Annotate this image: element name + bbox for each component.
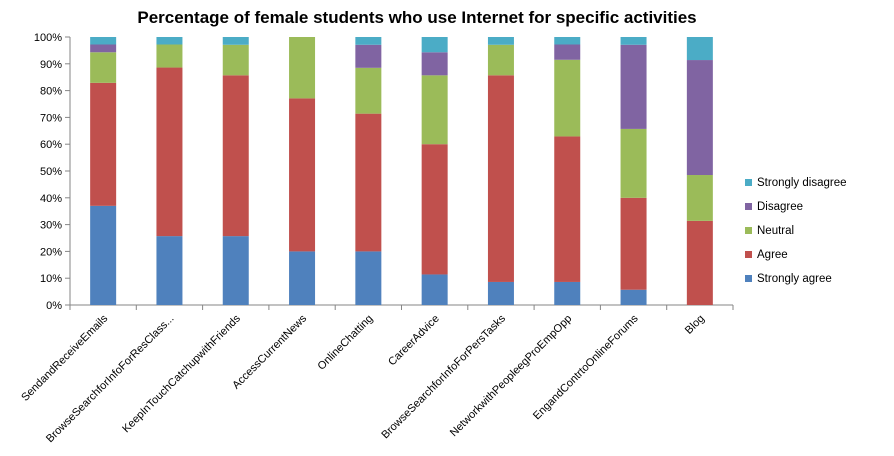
bar-segment-strongly-disagree bbox=[222, 37, 249, 45]
chart-title: Percentage of female students who use In… bbox=[137, 8, 696, 27]
bar-segment-strongly-disagree bbox=[90, 37, 117, 45]
bar-segment-neutral bbox=[289, 37, 316, 99]
y-tick-label: 0% bbox=[46, 300, 62, 312]
bar-segment-strongly-agree bbox=[421, 274, 448, 305]
bar-segment-neutral bbox=[355, 67, 382, 114]
y-tick-label: 20% bbox=[40, 246, 62, 258]
bar-segment-strongly-disagree bbox=[421, 37, 448, 53]
category-label: CareerAdvice bbox=[386, 313, 442, 369]
axis-layer: 0% 10% 20% 30% 40% 50% 60% 70% 80% 90% 100% bbox=[34, 32, 734, 312]
category-label: EngandContrtoOnlineForums bbox=[531, 312, 641, 422]
y-tick-label: 40% bbox=[40, 193, 62, 205]
bar-segment-disagree bbox=[90, 44, 117, 53]
bar-segment-agree bbox=[686, 220, 713, 305]
bar-segment-strongly-agree bbox=[487, 281, 514, 305]
bar-segment-disagree bbox=[355, 44, 382, 68]
category-label: BrowseSearchforInfoForResClass... bbox=[44, 313, 177, 446]
category-labels: SendandReceiveEmailsBrowseSearchforInfoF… bbox=[19, 312, 707, 445]
bar-segment-neutral bbox=[222, 44, 249, 76]
y-tick-label: 60% bbox=[40, 139, 62, 151]
bar-segment-agree bbox=[487, 75, 514, 282]
bar-segment-strongly-agree bbox=[620, 289, 647, 305]
legend-label: Strongly disagree bbox=[757, 177, 847, 189]
category-label: OnlineChatting bbox=[316, 313, 376, 373]
bar-segment-strongly-disagree bbox=[620, 37, 647, 45]
bar-segment-agree bbox=[222, 75, 249, 237]
bar-segment-strongly-disagree bbox=[554, 37, 581, 45]
bar-segment-strongly-disagree bbox=[686, 37, 713, 61]
bar-segment-disagree bbox=[620, 44, 647, 129]
bar-segment-strongly-agree bbox=[156, 236, 183, 305]
bar-segment-neutral bbox=[620, 128, 647, 198]
category-label: KeepInTouchCatchupwithFriends bbox=[120, 312, 243, 435]
bar-segment-neutral bbox=[156, 44, 183, 68]
bar-segment-disagree bbox=[554, 44, 581, 60]
category-label: Blog bbox=[683, 313, 707, 337]
bar-segment-strongly-agree bbox=[289, 251, 316, 305]
bar-layer bbox=[90, 37, 713, 305]
legend-label: Neutral bbox=[757, 225, 794, 237]
bar-segment-neutral bbox=[421, 75, 448, 145]
bar-segment-disagree bbox=[421, 52, 448, 76]
legend-swatch bbox=[745, 179, 752, 186]
bar-segment-neutral bbox=[90, 52, 117, 83]
bar-segment-agree bbox=[554, 136, 581, 282]
bar-segment-strongly-disagree bbox=[487, 37, 514, 45]
legend: Strongly disagree Disagree Neutral Agree Str… bbox=[745, 177, 847, 285]
y-tick-label: 100% bbox=[34, 32, 62, 44]
bar-segment-strongly-agree bbox=[554, 281, 581, 305]
bar-segment-agree bbox=[620, 197, 647, 290]
bar-segment-strongly-disagree bbox=[156, 37, 183, 45]
bar-segment-strongly-disagree bbox=[355, 37, 382, 45]
y-tick-label: 90% bbox=[40, 59, 62, 71]
legend-swatch bbox=[745, 227, 752, 234]
y-tick-label: 10% bbox=[40, 273, 62, 285]
category-label: AccessCurrentNews bbox=[230, 312, 309, 391]
legend-label: Disagree bbox=[757, 201, 803, 213]
legend-swatch bbox=[745, 251, 752, 258]
bar-segment-agree bbox=[421, 144, 448, 275]
y-tick-label: 70% bbox=[40, 112, 62, 124]
y-tick-label: 50% bbox=[40, 166, 62, 178]
bar-segment-agree bbox=[156, 67, 183, 237]
bar-segment-strongly-agree bbox=[355, 251, 382, 305]
y-tick-label: 80% bbox=[40, 86, 62, 98]
bar-segment-strongly-agree bbox=[222, 236, 249, 305]
legend-label: Agree bbox=[757, 249, 788, 261]
bar-segment-agree bbox=[90, 82, 117, 206]
bar-segment-strongly-agree bbox=[90, 205, 117, 305]
category-label: NetworkwithPeopleegProEmpOpp bbox=[448, 313, 575, 440]
bar-segment-agree bbox=[355, 113, 382, 252]
legend-swatch bbox=[745, 275, 752, 282]
bar-segment-disagree bbox=[686, 60, 713, 176]
legend-swatch bbox=[745, 203, 752, 210]
bar-segment-neutral bbox=[487, 44, 514, 76]
y-tick-label: 30% bbox=[40, 220, 62, 232]
bar-segment-agree bbox=[289, 98, 316, 252]
category-label: BrowseSearchforInfoForPersTasks bbox=[379, 312, 508, 441]
legend-label: Strongly agree bbox=[757, 273, 832, 285]
bar-segment-neutral bbox=[686, 175, 713, 221]
bar-segment-neutral bbox=[554, 59, 581, 137]
